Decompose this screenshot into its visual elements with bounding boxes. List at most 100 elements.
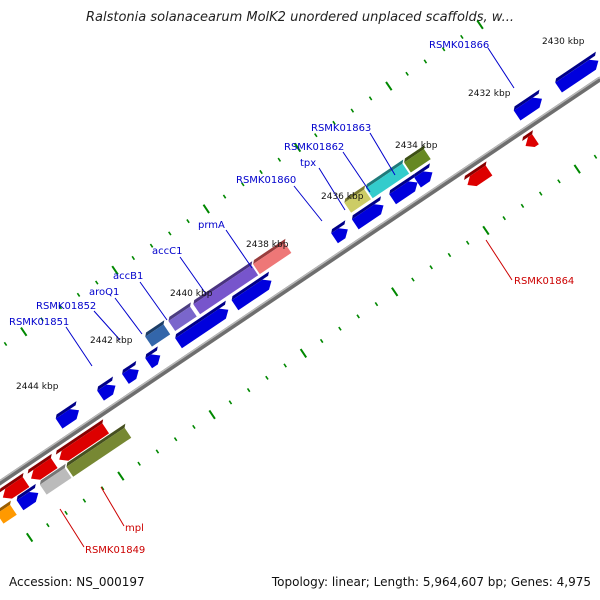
gene-label-RSMK01866[interactable]: RSMK01866 xyxy=(429,40,489,51)
tick-marks xyxy=(3,19,598,543)
map-title: Ralstonia solanacearum MolK2 unordered u… xyxy=(85,10,514,25)
tick-mark xyxy=(332,120,336,126)
tick-mark xyxy=(441,47,446,52)
gene-label-RSMK01863[interactable]: RSMK01863 xyxy=(311,123,371,134)
tick-mark xyxy=(186,219,190,224)
reverse-cds-block[interactable] xyxy=(54,419,111,464)
tick-mark xyxy=(460,34,464,40)
gene-block-accB1[interactable] xyxy=(167,302,199,332)
gene-label-RSMK01864[interactable]: RSMK01864 xyxy=(514,276,574,287)
tick-mark xyxy=(58,305,63,310)
tick-mark xyxy=(246,387,251,393)
gene-block-tpx[interactable] xyxy=(364,159,411,199)
gene-label-aroQ1[interactable]: aroQ1 xyxy=(89,287,119,298)
forward-cds-block[interactable] xyxy=(388,173,424,205)
tick-mark xyxy=(356,314,360,319)
reverse-cds-block[interactable] xyxy=(26,453,60,484)
tick-mark xyxy=(476,19,484,30)
accession-text: Accession: NS_000197 xyxy=(9,575,145,589)
gene-block-RSMK01860[interactable] xyxy=(343,185,374,213)
tick-mark xyxy=(82,498,87,503)
forward-cds-block[interactable] xyxy=(230,271,277,311)
tick-mark xyxy=(137,461,141,466)
tick-mark xyxy=(131,255,136,261)
gene-label-RSMK01852[interactable]: RSMK01852 xyxy=(36,301,96,312)
forward-cds-block[interactable] xyxy=(413,163,439,188)
kbp-label: 2430 kbp xyxy=(542,37,585,47)
gene-block-mpl[interactable] xyxy=(65,423,134,477)
tick-mark xyxy=(538,191,543,196)
tick-mark xyxy=(192,424,196,430)
forward-cds-block[interactable] xyxy=(54,401,85,429)
tick-mark xyxy=(429,265,433,270)
kbp-label: 2432 kbp xyxy=(468,89,511,99)
tick-mark xyxy=(319,338,324,344)
tick-mark xyxy=(117,471,125,481)
forward-cds-block[interactable] xyxy=(330,220,354,244)
gene-label-RSMK01849[interactable]: RSMK01849 xyxy=(85,545,145,556)
tick-mark xyxy=(338,326,342,331)
tick-mark xyxy=(76,292,81,297)
tick-mark xyxy=(411,277,415,282)
gene-block-prmA[interactable] xyxy=(251,238,293,275)
gene-label-RSMK01862[interactable]: RSMK01862 xyxy=(284,142,344,153)
tick-mark xyxy=(447,252,452,258)
tick-mark xyxy=(350,108,355,113)
reverse-cds-block[interactable] xyxy=(521,130,542,151)
leader-line xyxy=(485,239,513,281)
kbp-label: 2444 kbp xyxy=(16,382,59,392)
gene-block-accC1[interactable] xyxy=(192,261,261,315)
leader-line xyxy=(293,185,323,222)
kbp-label: 2436 kbp xyxy=(321,192,364,202)
tick-mark xyxy=(385,81,393,91)
tick-mark xyxy=(368,96,373,101)
forward-cds-block[interactable] xyxy=(174,300,235,349)
forward-cds-block[interactable] xyxy=(120,360,144,384)
leader-line xyxy=(369,132,396,176)
gene-label-RSMK01860[interactable]: RSMK01860 xyxy=(236,175,296,186)
gene-block-RSMK01864[interactable] xyxy=(462,161,494,190)
leader-line xyxy=(93,310,121,341)
gene-block-aroQ1[interactable] xyxy=(144,320,173,347)
gene-label-prmA[interactable]: prmA xyxy=(198,220,225,231)
backbone xyxy=(0,76,600,486)
forward-cds-block[interactable] xyxy=(96,376,122,401)
tick-mark xyxy=(25,532,34,543)
tick-mark xyxy=(168,231,172,236)
tick-mark xyxy=(173,437,178,442)
gene-block-RSMK01862[interactable] xyxy=(402,144,433,173)
leader-line xyxy=(179,256,207,295)
tick-mark xyxy=(155,449,160,454)
tick-mark xyxy=(391,287,399,297)
tick-mark xyxy=(222,194,227,199)
gene-label-tpx[interactable]: tpx xyxy=(300,158,316,169)
gene-block-orange[interactable] xyxy=(0,500,19,524)
tick-mark xyxy=(100,486,105,491)
kbp-label: 2434 kbp xyxy=(395,141,438,151)
tick-mark xyxy=(283,363,287,368)
forward-cds-block[interactable] xyxy=(15,483,44,511)
gene-label-accC1[interactable]: accC1 xyxy=(152,246,182,257)
tick-mark xyxy=(520,203,525,208)
tick-mark xyxy=(502,216,506,221)
gene-block-RSMK01849[interactable] xyxy=(38,463,74,495)
kbp-label: 2442 kbp xyxy=(90,336,133,346)
gene-label-accB1[interactable]: accB1 xyxy=(113,271,143,282)
gene-label-RSMK01851[interactable]: RSMK01851 xyxy=(9,317,69,328)
leader-line xyxy=(487,47,515,89)
tick-mark xyxy=(299,348,308,358)
forward-cds-block[interactable] xyxy=(350,196,389,230)
forward-cds-block[interactable] xyxy=(144,346,166,369)
reverse-cds-block[interactable] xyxy=(0,472,32,503)
leader-line xyxy=(59,508,85,548)
forward-cds-block[interactable] xyxy=(512,89,548,121)
gene-label-mpl[interactable]: mpl xyxy=(125,523,144,534)
tick-mark xyxy=(228,400,233,405)
leader-line xyxy=(342,151,371,193)
topology-text: Topology: linear; Length: 5,964,607 bp; … xyxy=(271,575,591,589)
tick-mark xyxy=(374,302,379,307)
forward-cds-block[interactable] xyxy=(554,51,600,93)
tick-mark xyxy=(46,523,50,528)
